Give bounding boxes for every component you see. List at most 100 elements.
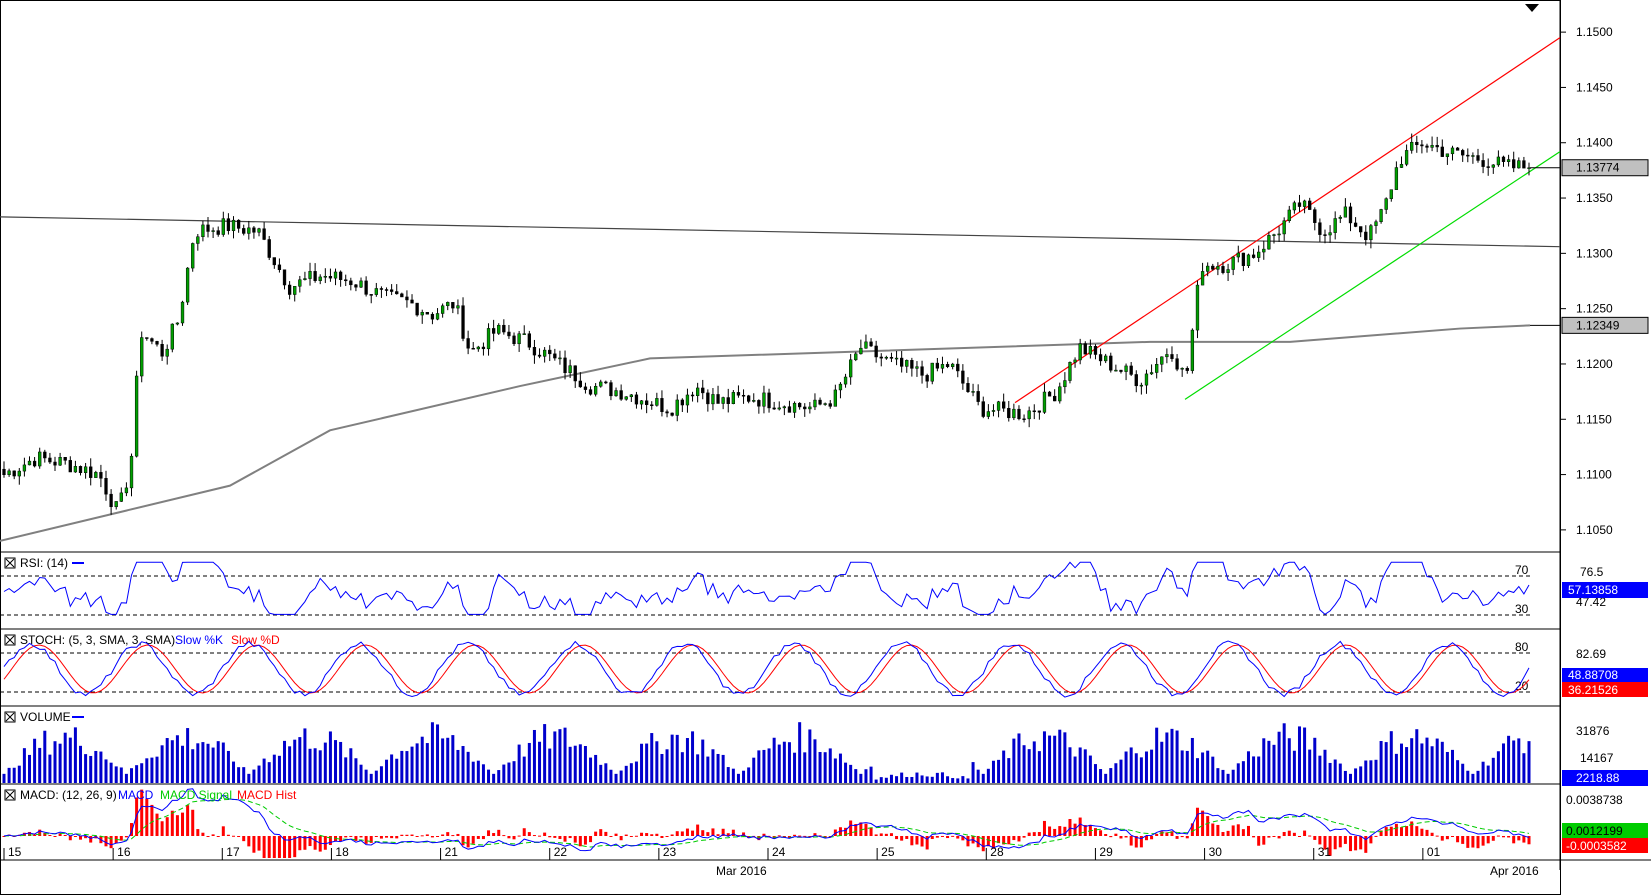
candle-body <box>1190 329 1195 371</box>
candle-body <box>542 349 547 357</box>
macd-hist-bar <box>313 836 317 850</box>
volume-bar <box>670 734 674 783</box>
macd-hist-bar <box>119 836 123 841</box>
volume-bar <box>22 748 26 783</box>
candle-body <box>537 354 542 357</box>
candle-body <box>910 360 914 369</box>
candle-body <box>1297 202 1302 207</box>
stoch-scale-high: 82.69 <box>1576 647 1606 661</box>
volume-bar <box>696 754 700 783</box>
macd-hist-bar <box>1119 836 1123 839</box>
macd-hist-bar <box>191 809 195 836</box>
volume-bar <box>762 749 766 783</box>
macd-hist-bar <box>379 836 383 839</box>
rsi-title: RSI: (14) <box>20 556 68 570</box>
candle-body <box>685 394 690 406</box>
candle-body <box>466 338 470 349</box>
macd-hist-bar <box>1109 836 1113 838</box>
candle-body <box>879 356 883 359</box>
candle-body <box>1002 401 1006 409</box>
candle-body <box>512 335 516 345</box>
volume-bar <box>879 777 883 783</box>
macd-hist-bar <box>323 836 327 850</box>
candle-body <box>1338 216 1342 219</box>
macd-hist-bar <box>272 836 276 858</box>
candle-body <box>1078 343 1082 361</box>
macd-hist-bar <box>1037 832 1041 836</box>
candle-body <box>838 383 843 391</box>
volume-bar <box>507 762 511 783</box>
macd-hist-bar <box>1486 836 1490 844</box>
candle-body <box>655 398 659 406</box>
candle-body <box>395 291 399 295</box>
candle-body <box>849 359 853 378</box>
macd-hist-bar <box>68 836 72 841</box>
candle-body <box>813 399 817 408</box>
macd-hist-bar <box>446 832 450 836</box>
volume-bar <box>578 744 582 783</box>
candle-body <box>619 390 623 400</box>
macd-hist-bar <box>594 831 598 836</box>
candle-body <box>548 349 552 355</box>
volume-bar <box>532 729 536 783</box>
candle-body <box>1420 144 1424 147</box>
volume-bar <box>283 740 287 783</box>
macd-hist-bar <box>308 836 312 847</box>
macd-hist-bar <box>28 831 32 836</box>
volume-bar <box>487 769 491 783</box>
volume-bar <box>1201 752 1205 783</box>
candle-body <box>359 280 363 288</box>
volume-bar <box>48 754 52 783</box>
macd-hist-bar <box>1313 836 1317 840</box>
macd-hist-bar <box>1252 836 1256 838</box>
candle-body <box>1445 153 1450 157</box>
macd-hist-bar <box>757 836 761 841</box>
day-label: 22 <box>554 845 568 859</box>
candle-body <box>792 402 797 413</box>
candle-body <box>134 375 139 457</box>
volume-bar <box>211 747 215 783</box>
volume-bar <box>318 750 322 783</box>
candle-body <box>1053 395 1057 402</box>
macd-hist-bar <box>553 836 557 838</box>
volume-bar <box>359 764 363 783</box>
scroll-marker-icon[interactable] <box>1525 4 1539 12</box>
volume-bar <box>1262 738 1266 783</box>
macd-hist-bar <box>1185 836 1189 839</box>
macd-hist-bar <box>1379 830 1383 836</box>
stoch-k-current-value: 48.88708 <box>1568 668 1618 682</box>
candle-body <box>553 353 557 359</box>
volume-scale-high: 31876 <box>1576 724 1610 738</box>
macd-current-box <box>1562 823 1648 838</box>
macd-hist-current-value: -0.0003582 <box>1566 839 1627 853</box>
candle-body <box>165 348 169 357</box>
macd-hist-bar <box>257 836 261 851</box>
candle-body <box>670 412 674 416</box>
candle-body <box>282 269 287 286</box>
day-label: 16 <box>117 845 131 859</box>
candle-body <box>762 392 766 407</box>
volume-bar <box>818 751 822 783</box>
candle-body <box>481 346 486 350</box>
candle-body <box>1180 367 1184 370</box>
volume-bar <box>1048 735 1052 783</box>
macd-hist-bar <box>1027 832 1031 836</box>
volume-bar <box>354 758 358 783</box>
candle-body <box>1200 271 1205 286</box>
macd-hist-bar <box>619 836 623 841</box>
volume-bar <box>104 759 108 783</box>
macd-hist-bar <box>589 836 593 843</box>
candle-body <box>1404 150 1409 165</box>
volume-bar <box>1058 729 1062 783</box>
macd-hist-bar <box>1139 836 1143 848</box>
macd-hist-bar <box>1323 836 1327 850</box>
candle-body <box>925 375 929 382</box>
macd-hist-bar <box>283 836 287 858</box>
candle-body <box>1277 233 1281 236</box>
macd-hist-bar <box>691 830 695 836</box>
candle-body <box>1471 155 1475 157</box>
candle-body <box>196 236 200 244</box>
volume-bar <box>1491 757 1495 783</box>
volume-bar <box>1303 727 1307 783</box>
volume-bar <box>1104 773 1108 783</box>
